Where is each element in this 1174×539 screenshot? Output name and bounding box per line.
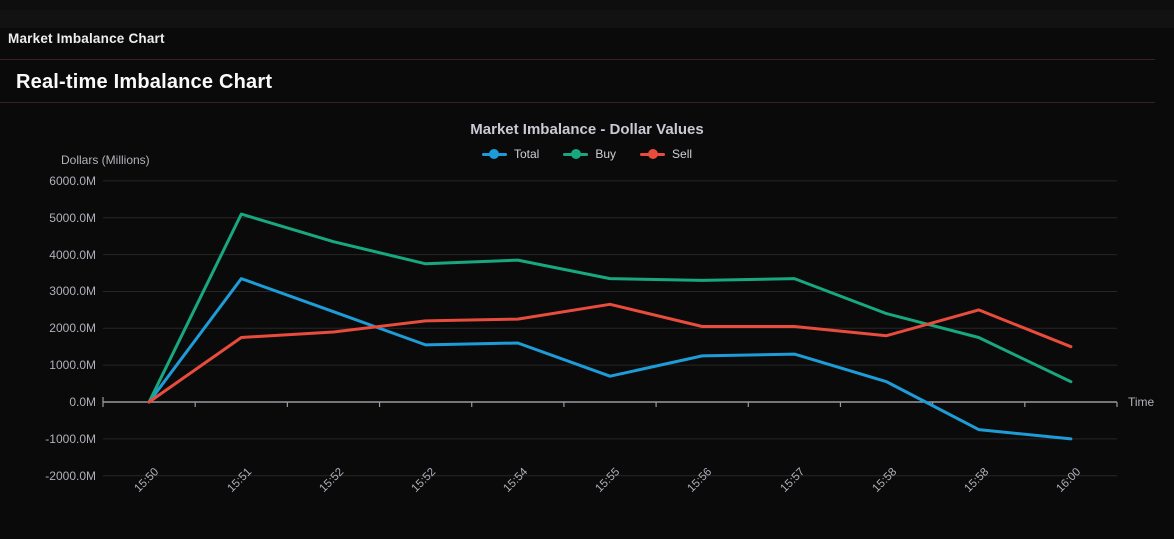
heading-divider [0, 102, 1155, 103]
y-axis-title: Dollars (Millions) [61, 153, 150, 167]
top-bar [0, 0, 1174, 10]
y-tick-label: -2000.0M [45, 468, 96, 483]
y-tick-label: 3000.0M [49, 284, 96, 299]
legend-marker-icon [640, 149, 666, 159]
series-line-sell[interactable] [147, 302, 1073, 404]
legend-marker-icon [563, 149, 589, 159]
legend-label: Sell [672, 147, 693, 161]
legend-item-total[interactable]: Total [481, 147, 540, 161]
y-tick-label: 2000.0M [49, 321, 96, 336]
y-tick-label: 1000.0M [49, 358, 96, 373]
legend-marker-icon [481, 149, 507, 159]
header-band [0, 10, 1174, 28]
legend-label: Total [513, 147, 540, 161]
legend-label: Buy [595, 147, 617, 161]
chart-title: Market Imbalance - Dollar Values [470, 121, 704, 138]
app-title: Market Imbalance Chart [8, 31, 165, 46]
page-heading: Real-time Imbalance Chart [16, 71, 273, 93]
chart-legend: Total Buy Sell [0, 147, 1174, 161]
y-tick-label: -1000.0M [45, 431, 96, 446]
y-tick-label: 6000.0M [49, 173, 96, 188]
y-tick-label: 0.0M [69, 395, 96, 409]
series-line-total[interactable] [147, 277, 1073, 441]
legend-item-buy[interactable]: Buy [563, 147, 616, 161]
x-axis-title: Time [1128, 395, 1155, 409]
header-divider [0, 59, 1155, 60]
series-line-buy[interactable] [147, 212, 1073, 404]
legend-item-sell[interactable]: Sell [640, 147, 692, 161]
y-tick-label: 4000.0M [49, 247, 96, 262]
y-tick-label: 5000.0M [49, 210, 96, 225]
